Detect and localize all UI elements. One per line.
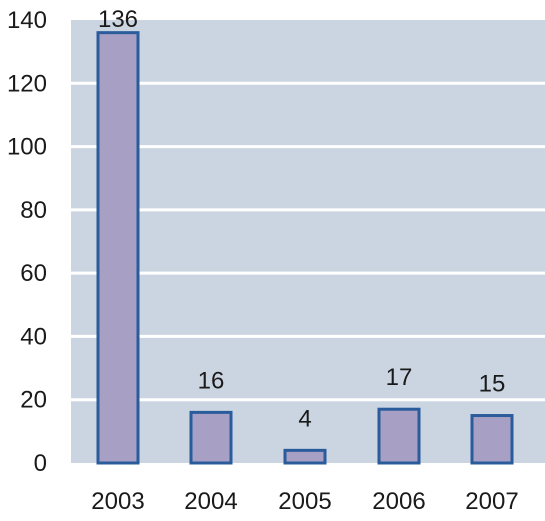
- x-tick-label: 2004: [184, 488, 237, 515]
- y-tick-label: 20: [20, 387, 47, 414]
- y-axis-ticks: 0 20 40 60 80 100 120 140: [7, 7, 47, 477]
- bar-2007: [470, 414, 514, 465]
- y-tick-label: 60: [20, 260, 47, 287]
- y-tick-label: 140: [7, 7, 47, 34]
- data-label-2004: 16: [198, 367, 225, 394]
- bars: [96, 31, 514, 465]
- data-label-2006: 17: [386, 364, 413, 391]
- x-axis-ticks: 2003 2004 2005 2006 2007: [91, 488, 518, 515]
- data-labels: 136 16 4 17 15: [98, 6, 505, 432]
- data-label-2007: 15: [479, 371, 506, 398]
- bar-2004: [189, 410, 233, 465]
- bar-2003: [96, 31, 140, 465]
- bar-2005: [283, 448, 327, 465]
- y-tick-label: 120: [7, 70, 47, 97]
- data-label-2005: 4: [298, 405, 311, 432]
- y-tick-label: 40: [20, 323, 47, 350]
- x-tick-label: 2003: [91, 488, 144, 515]
- x-tick-label: 2007: [465, 488, 518, 515]
- data-label-2003: 136: [98, 6, 138, 33]
- x-tick-label: 2005: [278, 488, 331, 515]
- gridlines: [71, 81, 545, 402]
- y-tick-label: 0: [34, 450, 47, 477]
- y-tick-label: 80: [20, 197, 47, 224]
- x-tick-label: 2006: [372, 488, 425, 515]
- y-tick-label: 100: [7, 134, 47, 161]
- plot-area: [71, 20, 545, 463]
- bar-2006: [377, 407, 421, 465]
